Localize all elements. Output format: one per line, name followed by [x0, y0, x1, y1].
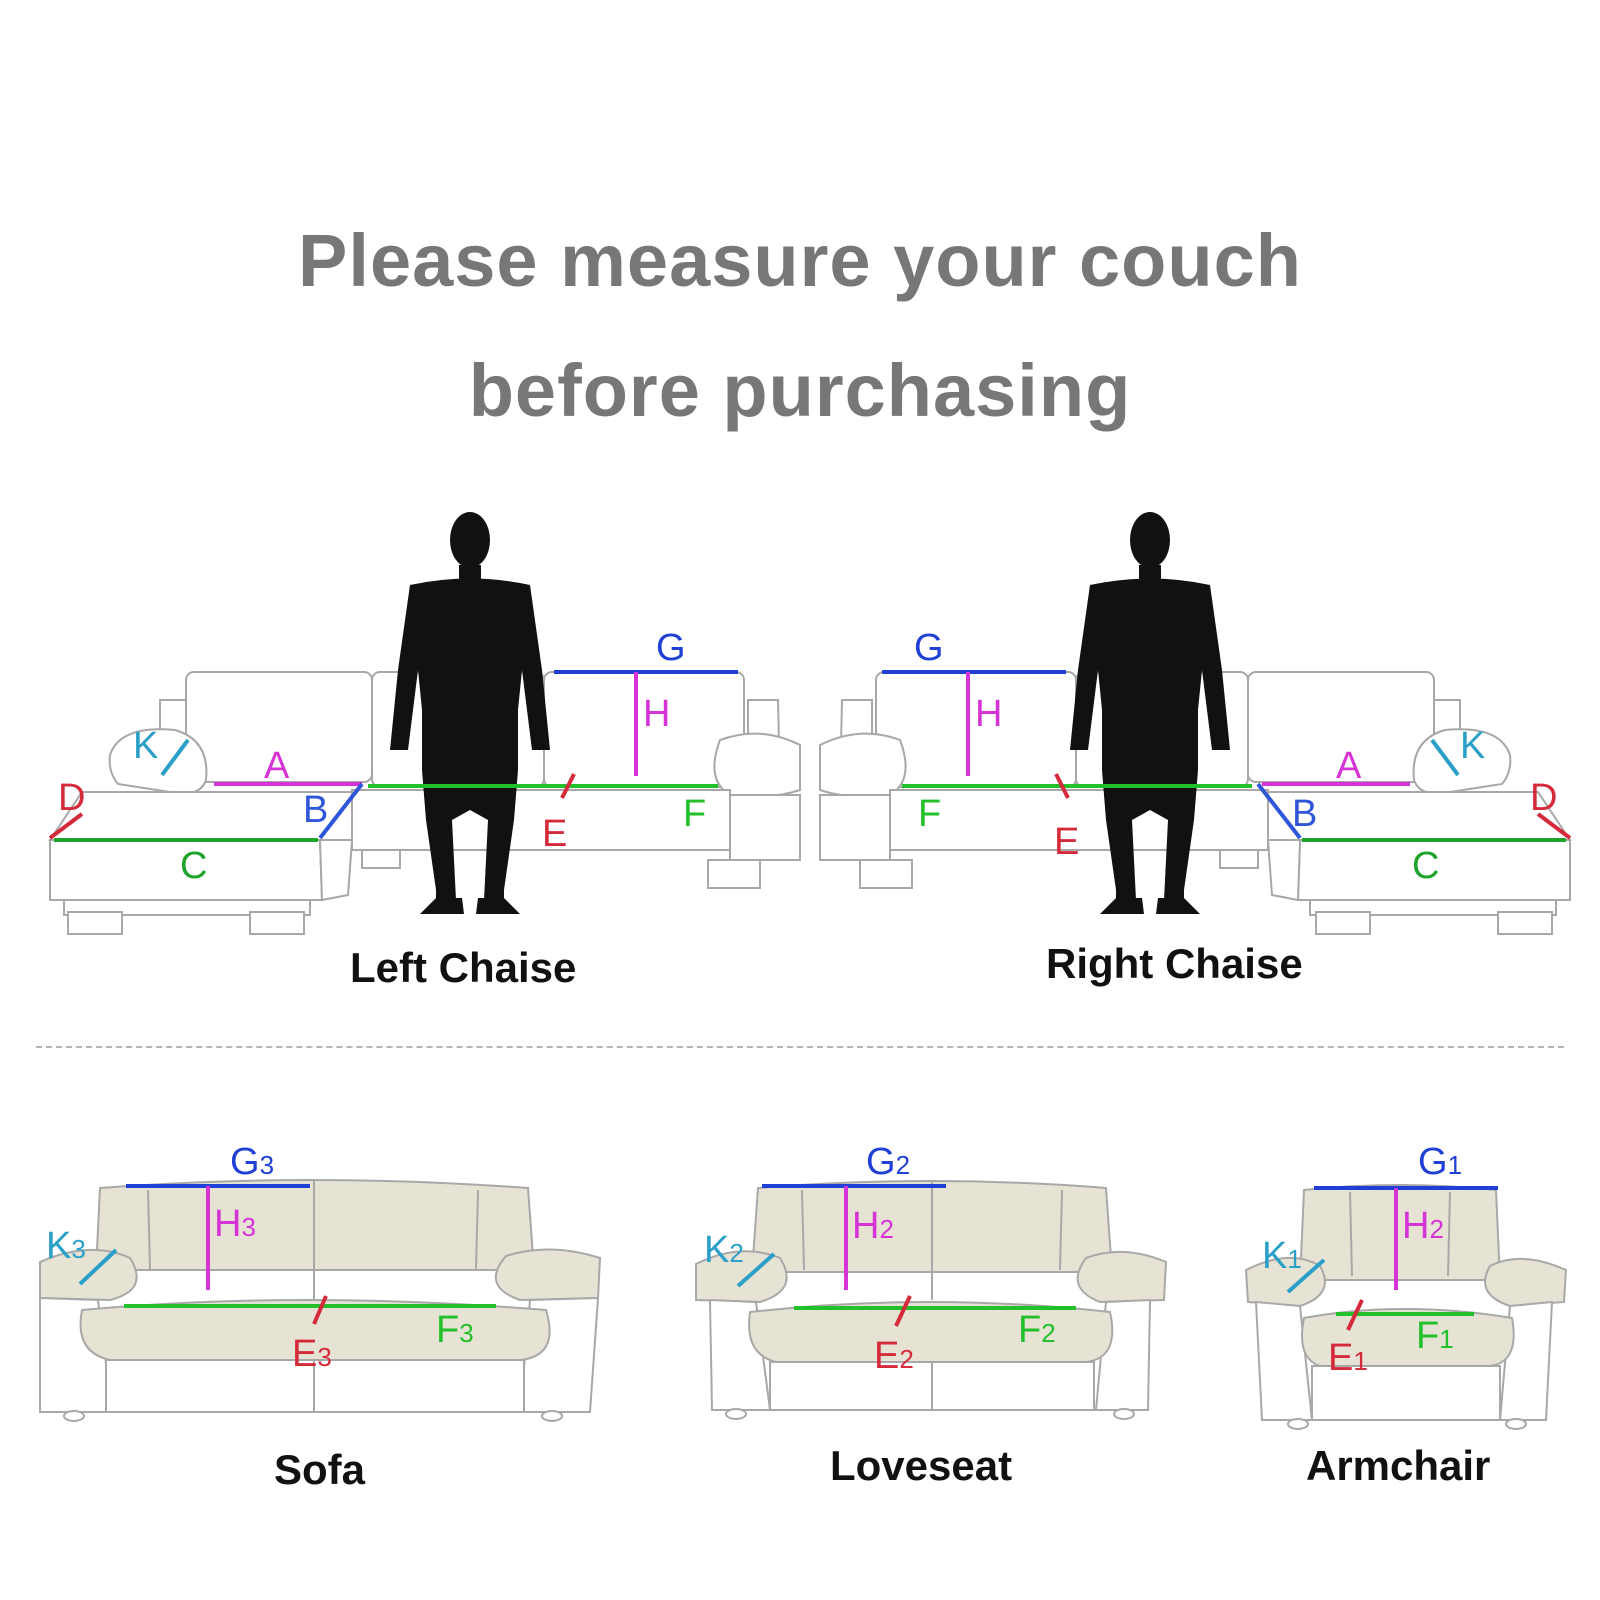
left-chaise-outline: [48, 671, 801, 935]
label-g1: G1: [1418, 1141, 1462, 1183]
label-c: C: [1412, 845, 1439, 887]
measure-line-k: [78, 1248, 118, 1286]
label-k1: K1: [1262, 1235, 1302, 1277]
measure-line-k: [736, 1252, 776, 1288]
label-h2: H2: [1402, 1205, 1444, 1247]
label-f2: F2: [1018, 1309, 1056, 1351]
label-e1: E1: [1328, 1337, 1368, 1379]
label-f: F: [918, 793, 941, 835]
label-d: D: [1530, 777, 1557, 819]
label-f3: F3: [436, 1309, 474, 1351]
label-g: G: [914, 627, 944, 669]
label-k: K: [133, 725, 158, 767]
measure-line-e: [1054, 773, 1070, 799]
title-line-1: Please measure your couch: [298, 219, 1302, 302]
measure-line-e: [1346, 1299, 1364, 1331]
measure-line-k: [1286, 1258, 1326, 1294]
caption-left-chaise: Left Chaise: [350, 944, 577, 991]
label-h: H: [975, 693, 1002, 735]
caption-sofa: Sofa: [274, 1446, 366, 1493]
caption-right-chaise: Right Chaise: [1046, 940, 1303, 987]
label-e: E: [1054, 821, 1079, 863]
measure-line-e: [560, 773, 576, 799]
label-a: A: [264, 745, 290, 787]
label-k2: K2: [704, 1229, 744, 1271]
label-f: F: [683, 793, 706, 835]
title-line-2: before purchasing: [468, 349, 1132, 432]
measure-line-k: [160, 738, 190, 777]
label-f1: F1: [1416, 1315, 1454, 1357]
label-e3: E3: [292, 1333, 332, 1375]
right-chaise-diagram: G H K A D B C E F: [819, 512, 1572, 935]
loveseat-diagram: G2 H2 K2 E2 F2: [695, 1141, 1168, 1420]
left-chaise-diagram: G H K A D B C E F: [48, 512, 801, 935]
sofa-outline: [39, 1179, 602, 1422]
dashed-divider: [36, 1046, 1564, 1048]
sofa-diagram: G3 H3 K3 E3 F3: [39, 1141, 602, 1422]
label-g: G: [656, 627, 686, 669]
measure-line-e: [894, 1295, 912, 1327]
label-c: C: [180, 845, 207, 887]
measure-line-d: [1536, 812, 1572, 840]
label-e2: E2: [874, 1335, 914, 1377]
measure-line-b: [318, 782, 364, 840]
armchair-diagram: G1 H2 K1 E1 F1: [1244, 1141, 1568, 1430]
loveseat-outline: [695, 1180, 1168, 1420]
label-g3: G3: [230, 1141, 274, 1183]
label-h3: H3: [214, 1203, 256, 1245]
caption-armchair: Armchair: [1306, 1442, 1491, 1489]
label-g2: G2: [866, 1141, 910, 1183]
caption-loveseat: Loveseat: [830, 1442, 1013, 1489]
armchair-outline: [1244, 1184, 1568, 1430]
label-d: D: [58, 777, 85, 819]
label-h: H: [643, 693, 670, 735]
label-a: A: [1336, 745, 1362, 787]
label-e: E: [542, 813, 567, 855]
label-k3: K3: [46, 1225, 86, 1267]
measure-line-k: [1430, 738, 1460, 777]
measure-line-d: [48, 812, 84, 840]
measure-line-b: [1256, 782, 1302, 840]
label-k: K: [1460, 725, 1485, 767]
label-h2: H2: [852, 1205, 894, 1247]
measure-line-e: [312, 1295, 328, 1325]
label-b: B: [303, 789, 328, 831]
label-b: B: [1292, 793, 1317, 835]
